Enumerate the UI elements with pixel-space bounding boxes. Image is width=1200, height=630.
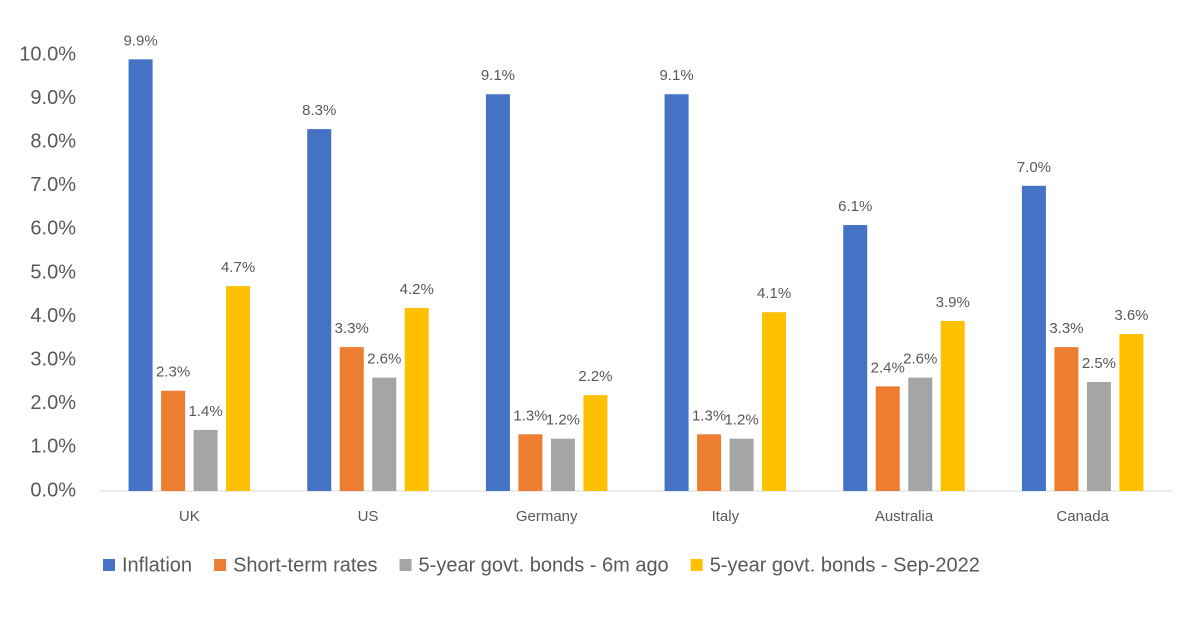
y-tick-label: 9.0%	[30, 87, 76, 109]
value-label: 1.4%	[188, 403, 222, 420]
x-tick-label: US	[358, 508, 379, 525]
value-label: 4.1%	[757, 285, 791, 302]
bar	[339, 347, 364, 491]
value-label: 3.9%	[936, 294, 970, 311]
bar	[664, 94, 689, 492]
value-label: 1.3%	[692, 407, 726, 424]
bar	[762, 312, 787, 491]
bar	[940, 320, 965, 491]
y-tick-label: 0.0%	[30, 479, 76, 501]
bar	[908, 377, 933, 491]
bar	[404, 307, 429, 491]
value-label: 9.1%	[659, 67, 693, 84]
y-tick-label: 7.0%	[30, 174, 76, 196]
value-label: 2.3%	[156, 364, 190, 381]
value-label: 2.5%	[1082, 355, 1116, 372]
value-label: 9.1%	[481, 67, 515, 84]
bar	[1021, 185, 1046, 492]
y-tick-label: 4.0%	[30, 305, 76, 327]
y-tick-label: 5.0%	[30, 261, 76, 283]
x-tick-label: Australia	[875, 508, 934, 525]
bar	[1086, 382, 1111, 491]
y-tick-label: 2.0%	[30, 392, 76, 414]
bar	[226, 286, 251, 491]
y-tick-label: 10.0%	[19, 43, 76, 65]
value-label: 8.3%	[302, 102, 336, 119]
bar	[372, 377, 397, 491]
value-label: 2.6%	[367, 351, 401, 368]
y-tick-label: 1.0%	[30, 436, 76, 458]
bar	[697, 434, 722, 491]
value-label: 7.0%	[1017, 159, 1051, 176]
bar	[193, 429, 218, 491]
bar	[875, 386, 900, 491]
value-label: 9.9%	[123, 32, 157, 49]
bar	[729, 438, 754, 491]
legend-swatch	[399, 559, 412, 571]
bar	[485, 94, 510, 492]
value-label: 4.7%	[221, 259, 255, 276]
bar	[161, 390, 186, 491]
value-label: 2.2%	[578, 368, 612, 385]
y-tick-label: 8.0%	[30, 130, 76, 152]
value-label: 6.1%	[838, 198, 872, 215]
x-tick-label: Germany	[516, 508, 578, 525]
legend-label: Short-term rates	[233, 554, 377, 576]
legend-label: 5-year govt. bonds - Sep-2022	[710, 554, 980, 576]
value-label: 3.6%	[1114, 307, 1148, 324]
value-label: 1.2%	[724, 412, 758, 429]
x-tick-label: Italy	[712, 508, 740, 525]
value-label: 4.2%	[400, 281, 434, 298]
y-tick-label: 3.0%	[30, 348, 76, 370]
legend-swatch	[103, 559, 115, 571]
value-label: 3.3%	[1049, 320, 1083, 337]
bar	[843, 225, 868, 492]
value-label: 2.6%	[903, 351, 937, 368]
legend-label: Inflation	[122, 554, 192, 576]
legend-swatch	[690, 559, 703, 571]
bar	[550, 438, 575, 491]
bar	[1119, 334, 1144, 491]
bar	[583, 395, 608, 491]
value-label: 1.3%	[513, 407, 547, 424]
legend-label: 5-year govt. bonds - 6m ago	[419, 554, 669, 576]
bar	[518, 434, 543, 491]
bar	[307, 129, 332, 491]
bar	[128, 59, 153, 492]
legend-swatch	[214, 559, 227, 571]
value-label: 1.2%	[546, 412, 580, 429]
value-label: 3.3%	[335, 320, 369, 337]
value-label: 2.4%	[871, 359, 905, 376]
x-tick-label: UK	[179, 508, 200, 525]
x-tick-label: Canada	[1056, 508, 1109, 525]
bar	[1054, 347, 1079, 491]
y-tick-label: 6.0%	[30, 218, 76, 240]
